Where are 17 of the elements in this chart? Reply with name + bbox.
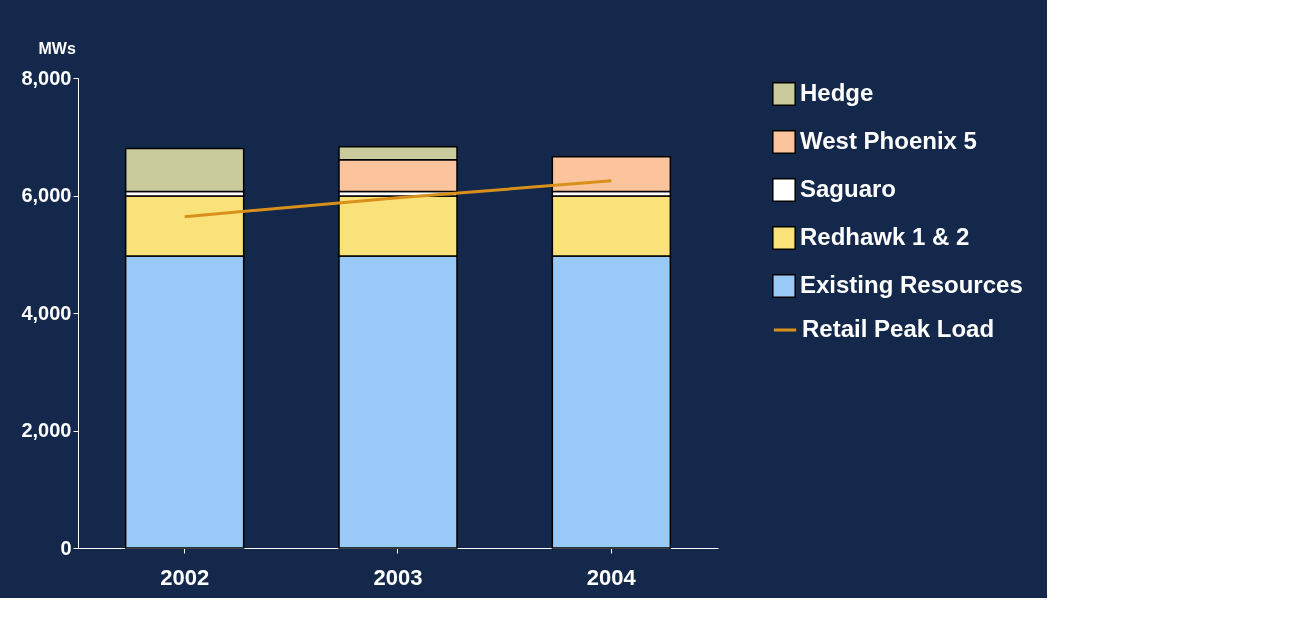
y-tick-label: 2,000 [21,419,72,441]
bar [124,147,245,193]
y-tick-label: 4,000 [21,301,72,324]
bar [551,155,672,193]
y-tick-label: 8,000 [21,66,72,89]
legend-label: Saguaro [800,175,897,202]
legend-label: West Phoenix 5 [800,127,977,154]
legend-label: Retail Peak Load [802,315,995,342]
legend-label: Hedge [800,79,874,106]
y-axis-title: MWs [38,39,76,57]
legend-label: Redhawk 1 & 2 [800,223,970,250]
x-tick-label: 2003 [373,564,423,590]
y-tick-label: 0 [60,536,72,559]
legend-label: Existing Resources [800,271,1023,298]
x-tick-label: 2004 [586,564,637,590]
x-tick-label: 2002 [160,564,210,590]
y-tick-label: 6,000 [21,184,72,206]
